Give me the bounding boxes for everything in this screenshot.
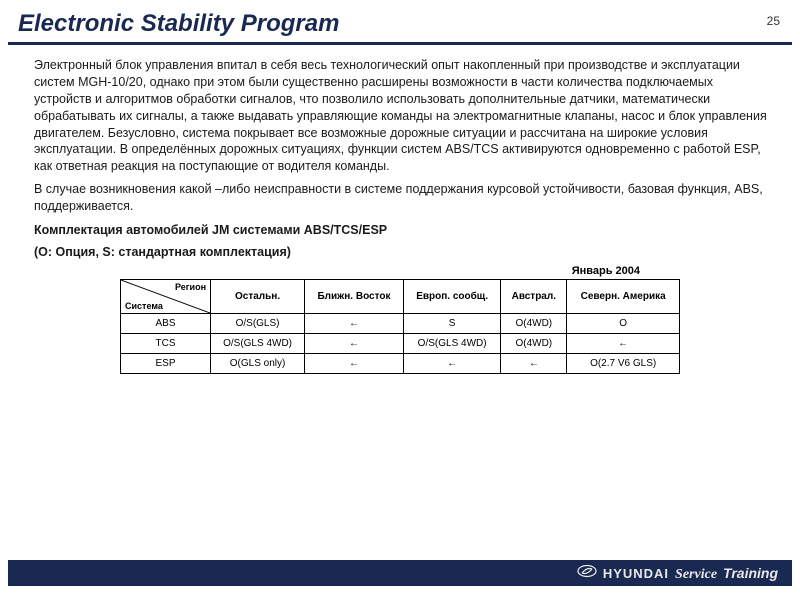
col-header: Европ. сообщ. bbox=[403, 279, 500, 313]
col-header: Ближн. Восток bbox=[305, 279, 404, 313]
table-header-row: Регион Система Остальн. Ближн. Восток Ев… bbox=[121, 279, 680, 313]
table-cell: ← bbox=[305, 333, 404, 353]
paragraph-2: В случае возникновения какой –либо неисп… bbox=[0, 177, 800, 217]
subheading-line-2: (O: Опция, S: стандартная комплектация) bbox=[0, 239, 800, 261]
title-underline bbox=[8, 42, 792, 45]
table-cell: S bbox=[403, 313, 500, 333]
table-corner-cell: Регион Система bbox=[121, 279, 211, 313]
table-cell: O/S(GLS) bbox=[211, 313, 305, 333]
footer-service-word: Service bbox=[675, 567, 717, 583]
table-cell: O/S(GLS 4WD) bbox=[211, 333, 305, 353]
table-cell: ← bbox=[403, 353, 500, 373]
table-date: Январь 2004 bbox=[0, 261, 800, 279]
subheading-line-1: Комплектация автомобилей JM системами AB… bbox=[0, 217, 800, 239]
diag-label-bottom: Система bbox=[125, 301, 163, 311]
table-row: ABS O/S(GLS) ← S O(4WD) O bbox=[121, 313, 680, 333]
footer-brand: HYUNDAI Service Training bbox=[577, 564, 778, 583]
row-label: TCS bbox=[121, 333, 211, 353]
table-cell: O(2.7 V6 GLS) bbox=[567, 353, 680, 373]
row-label: ABS bbox=[121, 313, 211, 333]
paragraph-1: Электронный блок управления впитал в себ… bbox=[0, 53, 800, 177]
diag-label-top: Регион bbox=[175, 282, 206, 292]
table-cell: O/S(GLS 4WD) bbox=[403, 333, 500, 353]
footer-training-word: Training bbox=[723, 565, 778, 581]
row-label: ESP bbox=[121, 353, 211, 373]
col-header: Остальн. bbox=[211, 279, 305, 313]
hyundai-logo-icon bbox=[577, 564, 597, 578]
table-cell: ← bbox=[501, 353, 567, 373]
page-title: Electronic Stability Program bbox=[0, 0, 800, 42]
table-cell: O(4WD) bbox=[501, 333, 567, 353]
footer-brand-name: HYUNDAI bbox=[603, 566, 669, 581]
col-header: Австрал. bbox=[501, 279, 567, 313]
table-row: ESP O(GLS only) ← ← ← O(2.7 V6 GLS) bbox=[121, 353, 680, 373]
equipment-table: Регион Система Остальн. Ближн. Восток Ев… bbox=[0, 279, 800, 374]
table-cell: ← bbox=[305, 313, 404, 333]
footer-bar: HYUNDAI Service Training bbox=[8, 560, 792, 586]
table-cell: ← bbox=[305, 353, 404, 373]
table-cell: O(4WD) bbox=[501, 313, 567, 333]
table-cell: ← bbox=[567, 333, 680, 353]
table-cell: O(GLS only) bbox=[211, 353, 305, 373]
table-row: TCS O/S(GLS 4WD) ← O/S(GLS 4WD) O(4WD) ← bbox=[121, 333, 680, 353]
table-cell: O bbox=[567, 313, 680, 333]
col-header: Северн. Америка bbox=[567, 279, 680, 313]
page-number: 25 bbox=[767, 14, 780, 28]
